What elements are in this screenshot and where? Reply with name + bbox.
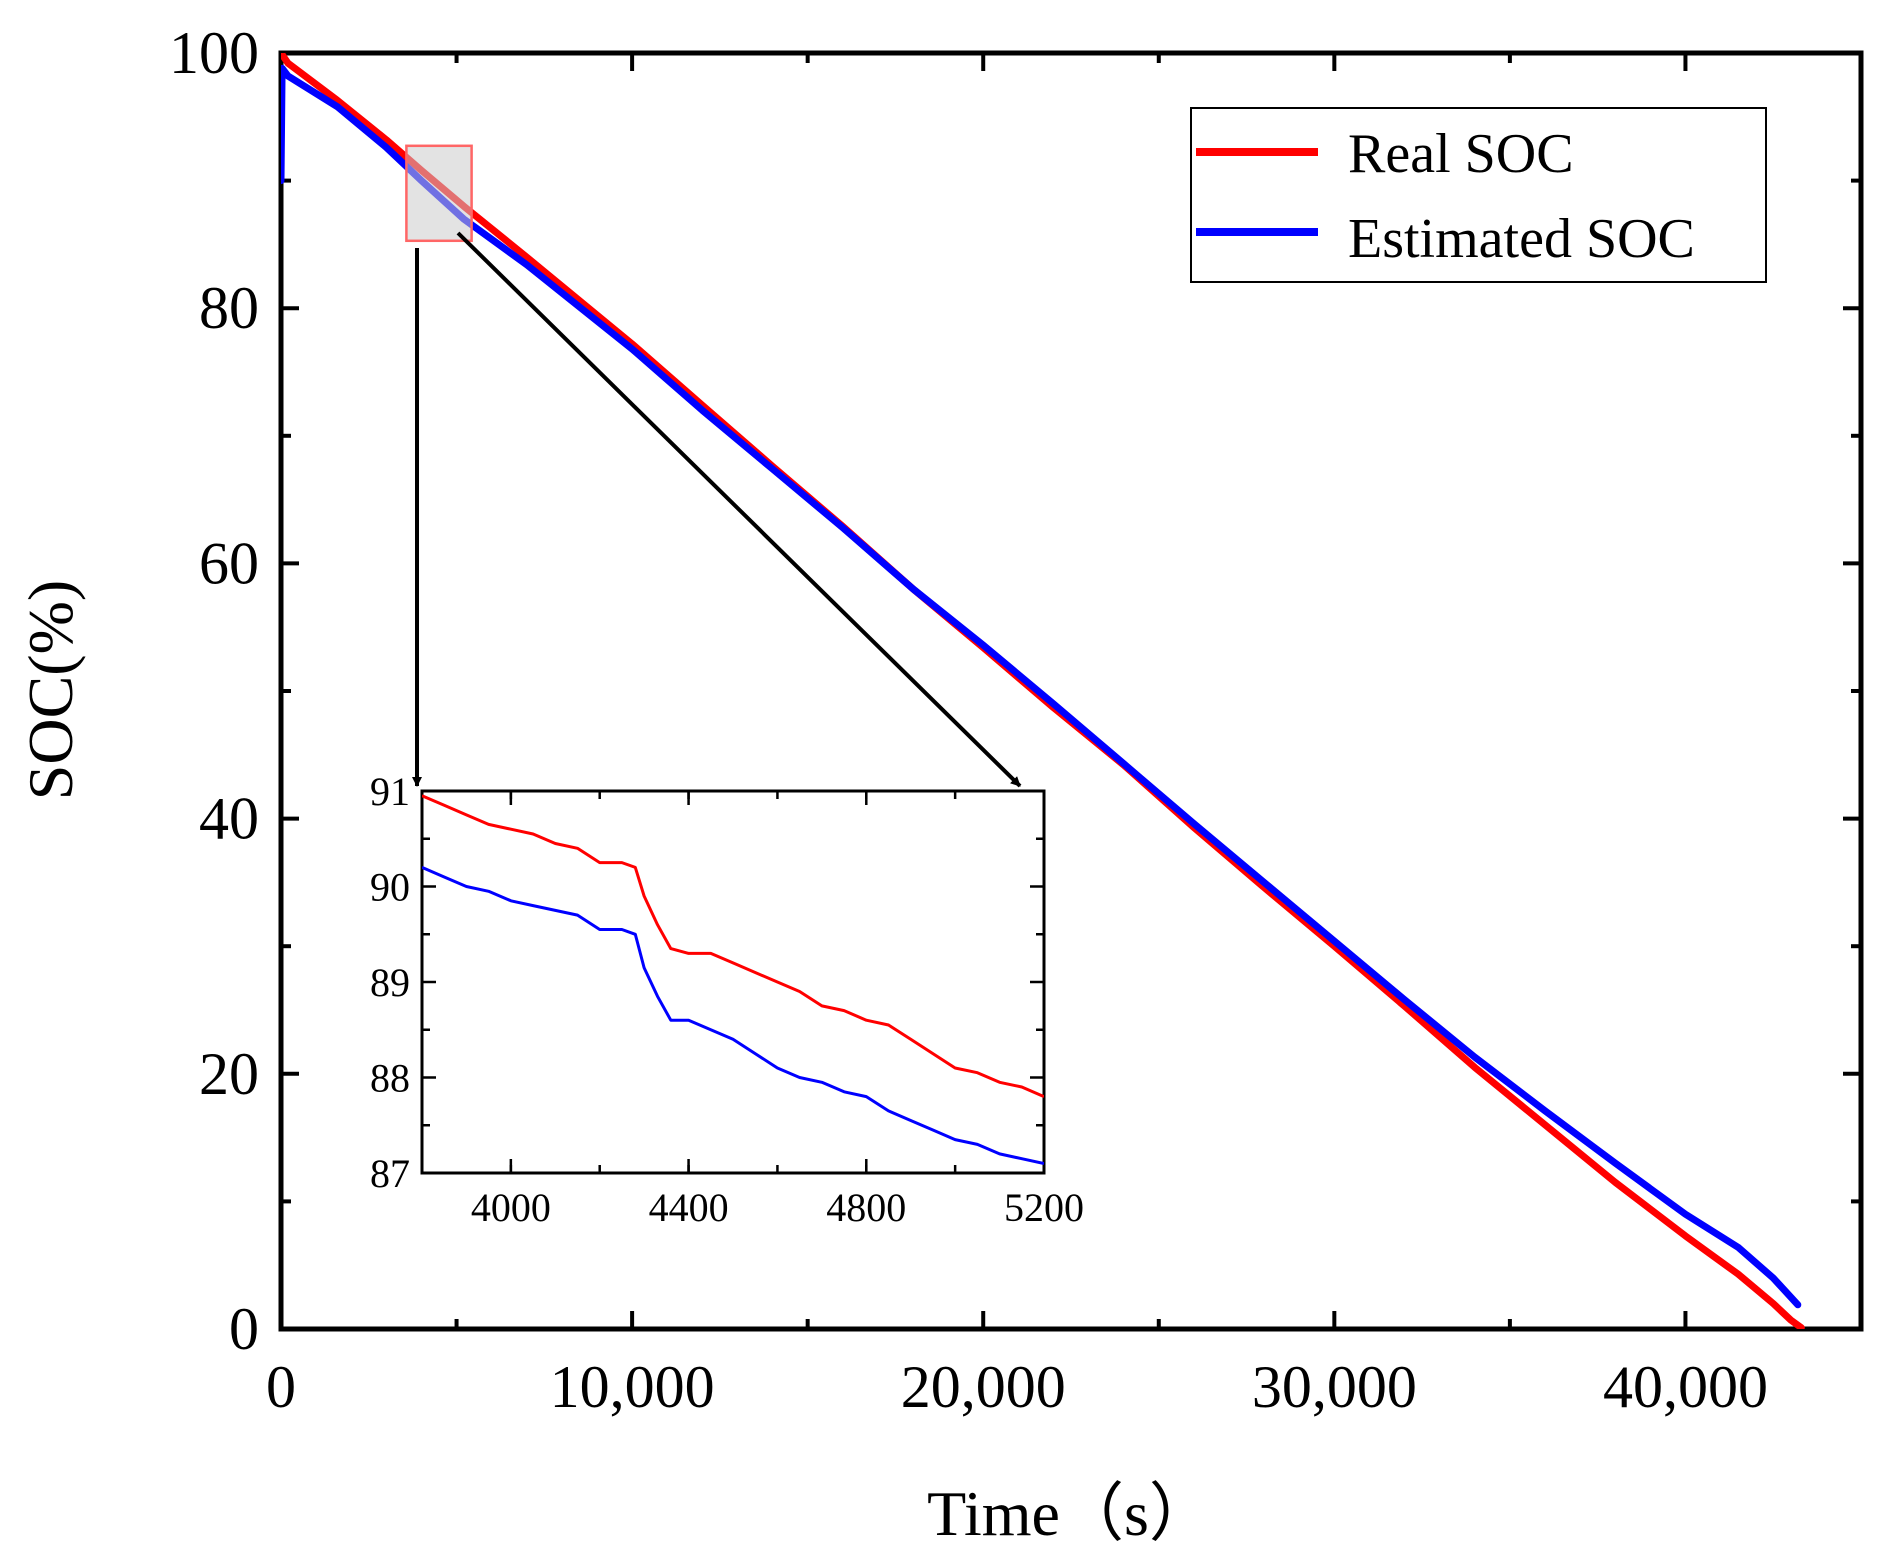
inset-y-tick-label: 91 (370, 769, 410, 814)
main-y-tick-label: 100 (169, 20, 259, 86)
main-x-tick-label: 40,000 (1603, 1354, 1768, 1420)
inset-line-real-soc (422, 794, 1044, 1098)
zoom-arrow-right (456, 231, 1022, 788)
main-y-tick-label: 40 (199, 786, 259, 852)
inset-y-tick-label: 89 (370, 960, 410, 1005)
inset-x-tick-label: 4800 (826, 1185, 906, 1230)
main-y-tick-label: 80 (199, 275, 259, 341)
legend-label-real-soc: Real SOC (1348, 123, 1574, 185)
main-x-tick-label: 10,000 (550, 1354, 715, 1420)
inset-y-tick-label: 88 (370, 1056, 410, 1101)
main-x-ticks: 0 10,000 20,000 30,000 40,000 (266, 53, 1768, 1420)
inset-y-tick-label: 90 (370, 865, 410, 910)
inset-x-tick-label: 4000 (471, 1185, 551, 1230)
main-x-tick-label: 30,000 (1252, 1354, 1417, 1420)
inset-x-tick-label: 5200 (1004, 1185, 1084, 1230)
inset-x-ticks: 4000 4400 4800 5200 (420, 791, 1084, 1230)
main-y-tick-label: 0 (229, 1296, 259, 1362)
inset-x-tick-label: 4400 (649, 1185, 729, 1230)
legend-box (1190, 107, 1767, 283)
legend: Real SOC Estimated SOC (1190, 107, 1767, 283)
legend-label-estimated-soc: Estimated SOC (1348, 208, 1695, 270)
inset-y-ticks: 87 88 89 90 91 (370, 769, 1044, 1196)
series-line-estimated-soc (281, 64, 1802, 1309)
inset-series-lines (422, 794, 1044, 1165)
main-x-tick-label: 0 (266, 1354, 296, 1420)
main-y-ticks: 0 20 40 60 80 100 (169, 20, 1861, 1362)
y-axis-label: SOC(%) (15, 580, 86, 800)
inset-y-tick-label: 87 (370, 1151, 410, 1196)
inset-plot-frame (420, 789, 1046, 1175)
main-x-tick-label: 20,000 (901, 1354, 1066, 1420)
x-axis-label: Time（s） (927, 1478, 1213, 1549)
main-y-tick-label: 20 (199, 1041, 259, 1107)
main-y-tick-label: 60 (199, 530, 259, 596)
zoom-region-box (405, 144, 473, 243)
inset-line-estimated-soc (422, 866, 1044, 1165)
